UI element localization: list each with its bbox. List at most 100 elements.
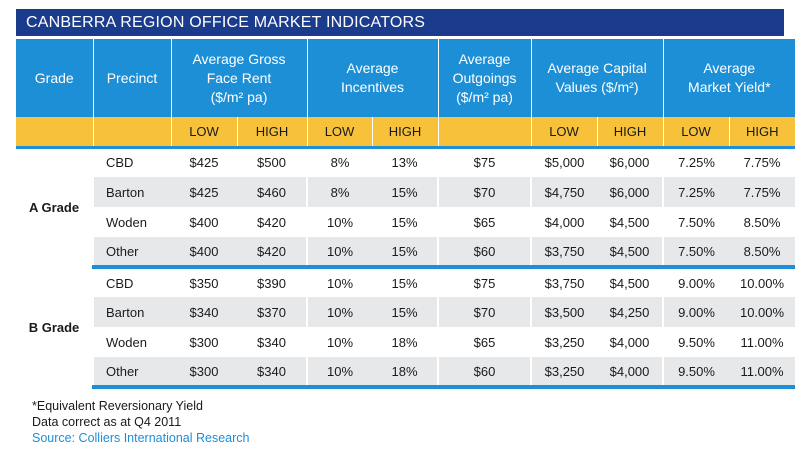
capital-low-cell: $3,250 — [531, 357, 598, 389]
yield-low-cell: 7.25% — [663, 145, 730, 177]
rent-high-cell: $420 — [237, 207, 308, 237]
incentive-low-cell: 10% — [307, 207, 372, 237]
table-row: Other $400 $420 10% 15% $60 $3,750 $4,50… — [16, 237, 796, 269]
capital-low-cell: $4,750 — [531, 177, 598, 207]
outgoings-cell: $70 — [438, 297, 533, 327]
sub-high: HIGH — [729, 117, 796, 148]
header-incentives: Average Incentives — [307, 39, 439, 117]
header-rent: Average Gross Face Rent ($/m² pa) — [171, 39, 308, 117]
precinct-cell: Other — [93, 237, 171, 269]
table-title: CANBERRA REGION OFFICE MARKET INDICATORS — [16, 9, 784, 36]
rent-low-cell: $350 — [171, 267, 237, 297]
sub-low: LOW — [171, 117, 238, 148]
yield-high-cell: 8.50% — [729, 237, 796, 269]
grade-label: A Grade — [16, 145, 94, 267]
incentive-high-cell: 13% — [372, 145, 440, 177]
incentive-low-cell: 10% — [307, 267, 372, 297]
yield-high-cell: 7.75% — [729, 177, 796, 207]
yield-low-cell: 7.25% — [663, 177, 730, 207]
sub-low: LOW — [531, 117, 598, 148]
precinct-cell: Barton — [93, 297, 171, 327]
sub-high: HIGH — [372, 117, 439, 148]
sub-low: LOW — [307, 117, 373, 148]
sub-blank — [16, 117, 94, 148]
rent-high-cell: $370 — [237, 297, 308, 327]
table-row: Barton $340 $370 10% 15% $70 $3,500 $4,2… — [16, 297, 796, 327]
yield-low-cell: 9.00% — [663, 297, 730, 327]
yield-high-cell: 10.00% — [729, 297, 796, 327]
header-outgoings: Average Outgoings ($/m² pa) — [438, 39, 532, 117]
sub-high: HIGH — [237, 117, 308, 148]
precinct-cell: Other — [93, 357, 171, 389]
capital-low-cell: $5,000 — [531, 145, 598, 177]
yield-high-cell: 8.50% — [729, 207, 796, 237]
yield-low-cell: 9.50% — [663, 357, 730, 389]
outgoings-cell: $70 — [438, 177, 533, 207]
capital-high-cell: $6,000 — [597, 177, 665, 207]
header-grade: Grade — [16, 39, 94, 117]
outgoings-cell: $65 — [438, 207, 533, 237]
yield-low-cell: 9.00% — [663, 267, 730, 297]
capital-high-cell: $4,000 — [597, 327, 665, 357]
rent-low-cell: $340 — [171, 297, 237, 327]
header-market-yield: Average Market Yield* — [663, 39, 796, 117]
incentive-low-cell: 10% — [307, 357, 372, 389]
low-high-row: LOW HIGH LOW HIGH LOW HIGH LOW HIGH — [16, 117, 796, 148]
capital-low-cell: $3,250 — [531, 327, 598, 357]
table-row: B Grade CBD $350 $390 10% 15% $75 $3,750… — [16, 267, 796, 387]
sub-blank — [93, 117, 172, 148]
header-precinct: Precinct — [93, 39, 172, 117]
market-indicators-table: Grade Precinct Average Gross Face Rent (… — [16, 39, 796, 389]
rent-low-cell: $425 — [171, 145, 237, 177]
incentive-high-cell: 15% — [372, 267, 440, 297]
precinct-cell: Barton — [93, 177, 171, 207]
header-row: Grade Precinct Average Gross Face Rent (… — [16, 39, 796, 117]
table-row: A Grade CBD $425 $500 8% 13% $75 $5,000 … — [16, 145, 796, 267]
capital-high-cell: $4,250 — [597, 297, 665, 327]
source-note: Source: Colliers International Research — [32, 431, 250, 445]
incentive-low-cell: 10% — [307, 327, 372, 357]
yield-high-cell: 7.75% — [729, 145, 796, 177]
capital-low-cell: $3,500 — [531, 297, 598, 327]
capital-low-cell: $3,750 — [531, 237, 598, 269]
capital-high-cell: $4,000 — [597, 357, 665, 389]
precinct-cell: Woden — [93, 327, 171, 357]
table-row: Woden $400 $420 10% 15% $65 $4,000 $4,50… — [16, 207, 796, 237]
footnote-yield: *Equivalent Reversionary Yield — [32, 399, 203, 413]
capital-high-cell: $6,000 — [597, 145, 665, 177]
rent-high-cell: $340 — [237, 357, 308, 389]
outgoings-cell: $60 — [438, 357, 533, 389]
incentive-high-cell: 15% — [372, 177, 440, 207]
capital-high-cell: $4,500 — [597, 207, 665, 237]
header-capital-values: Average Capital Values ($/m²) — [531, 39, 664, 117]
sub-low: LOW — [663, 117, 730, 148]
capital-low-cell: $4,000 — [531, 207, 598, 237]
rent-low-cell: $300 — [171, 357, 237, 389]
outgoings-cell: $75 — [438, 145, 533, 177]
incentive-high-cell: 18% — [372, 357, 440, 389]
sub-blank — [438, 117, 532, 148]
yield-high-cell: 11.00% — [729, 327, 796, 357]
precinct-cell: CBD — [93, 145, 171, 177]
capital-high-cell: $4,500 — [597, 237, 665, 269]
yield-high-cell: 10.00% — [729, 267, 796, 297]
rent-high-cell: $460 — [237, 177, 308, 207]
yield-low-cell: 7.50% — [663, 207, 730, 237]
rent-low-cell: $425 — [171, 177, 237, 207]
precinct-cell: Woden — [93, 207, 171, 237]
rent-high-cell: $500 — [237, 145, 308, 177]
incentive-high-cell: 18% — [372, 327, 440, 357]
capital-low-cell: $3,750 — [531, 267, 598, 297]
table-row: Other $300 $340 10% 18% $60 $3,250 $4,00… — [16, 357, 796, 389]
incentive-low-cell: 10% — [307, 297, 372, 327]
incentive-high-cell: 15% — [372, 207, 440, 237]
incentive-low-cell: 8% — [307, 177, 372, 207]
yield-high-cell: 11.00% — [729, 357, 796, 389]
capital-high-cell: $4,500 — [597, 267, 665, 297]
outgoings-cell: $75 — [438, 267, 533, 297]
rent-low-cell: $300 — [171, 327, 237, 357]
rent-high-cell: $390 — [237, 267, 308, 297]
rent-low-cell: $400 — [171, 237, 237, 269]
incentive-high-cell: 15% — [372, 237, 440, 269]
